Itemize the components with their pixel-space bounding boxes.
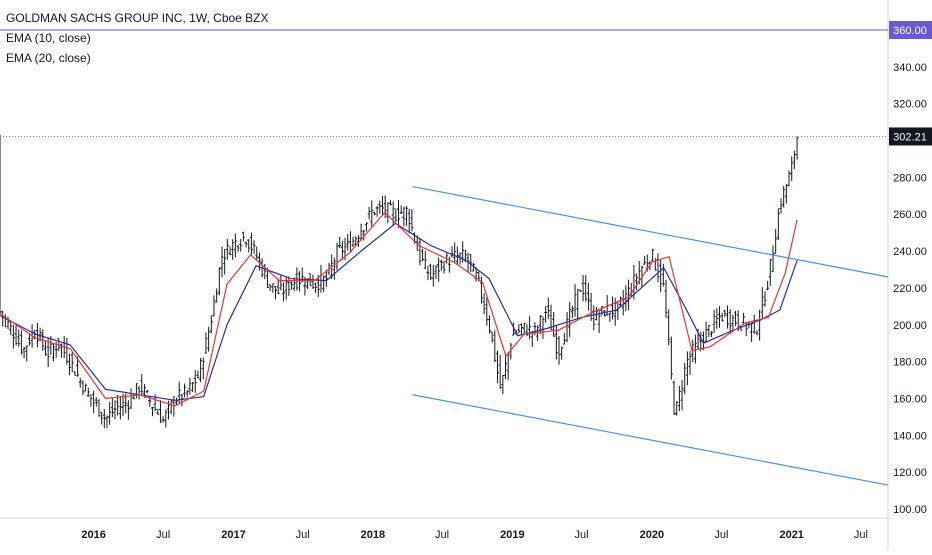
- y-tick-label: 220.00: [893, 283, 927, 295]
- x-tick-label: 2018: [361, 529, 385, 541]
- y-tick-label: 160.00: [893, 393, 927, 405]
- x-tick-label: Jul: [575, 529, 589, 541]
- x-tick-label: Jul: [296, 529, 310, 541]
- ema10-line: [0, 211, 798, 407]
- price-marker-box: [889, 127, 932, 146]
- y-tick-label: 240.00: [893, 246, 927, 258]
- y-tick-label: 100.00: [893, 504, 927, 516]
- y-tick-label: 140.00: [893, 430, 927, 442]
- lower-channel-line: [412, 394, 889, 486]
- legend-ema10: EMA (10, close): [6, 31, 91, 45]
- y-tick-label: 180.00: [893, 357, 927, 369]
- x-tick-label: 2020: [640, 529, 664, 541]
- x-tick-label: 2021: [779, 529, 803, 541]
- y-tick-label: 260.00: [893, 209, 927, 221]
- y-tick-label: 280.00: [893, 172, 927, 184]
- price-marker-label: 360.00: [893, 25, 927, 37]
- x-tick-label: Jul: [156, 529, 170, 541]
- y-tick-label: 320.00: [893, 99, 927, 111]
- chart-title: GOLDMAN SACHS GROUP INC, 1W, Cboe BZX: [6, 11, 269, 25]
- x-tick-label: Jul: [714, 529, 728, 541]
- price-marker-label: 302.21: [893, 131, 927, 143]
- x-tick-label: Jul: [854, 529, 868, 541]
- ema20-line: [0, 222, 798, 401]
- legend-ema20: EMA (20, close): [6, 51, 91, 65]
- x-tick-label: 2017: [221, 529, 245, 541]
- chart-legend: GOLDMAN SACHS GROUP INC, 1W, Cboe BZX EM…: [6, 8, 269, 68]
- x-tick-label: 2016: [81, 529, 105, 541]
- upper-channel-line: [412, 186, 889, 278]
- y-tick-label: 200.00: [893, 320, 927, 332]
- y-tick-label: 120.00: [893, 467, 927, 479]
- x-tick-label: 2019: [500, 529, 524, 541]
- y-tick-label: 340.00: [893, 62, 927, 74]
- price-marker-box: [889, 21, 932, 39]
- x-tick-label: Jul: [435, 529, 449, 541]
